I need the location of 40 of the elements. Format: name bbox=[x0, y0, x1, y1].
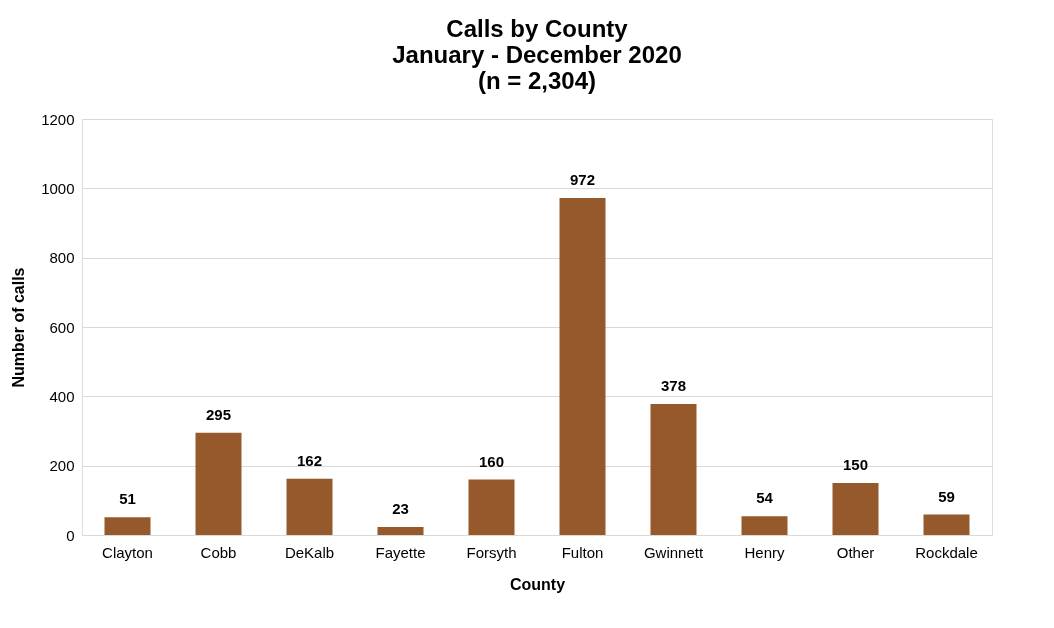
y-axis-title: Number of calls bbox=[10, 267, 28, 388]
x-tick-label: Fulton bbox=[561, 543, 604, 561]
y-tick-label: 0 bbox=[66, 526, 75, 544]
bar bbox=[377, 527, 424, 535]
data-label: 51 bbox=[119, 490, 136, 508]
y-tick-label: 400 bbox=[49, 387, 75, 405]
chart-title: Calls by County January - December 2020 (n = 2,304) bbox=[392, 15, 682, 94]
bar bbox=[286, 478, 333, 535]
data-label: 54 bbox=[756, 489, 774, 507]
y-tick-label: 1200 bbox=[41, 110, 75, 128]
x-axis-title: County bbox=[509, 575, 566, 593]
x-tick-label: Forsyth bbox=[466, 543, 517, 561]
bar bbox=[559, 198, 606, 535]
y-tick-label: 600 bbox=[49, 318, 75, 336]
x-tick-label: Clayton bbox=[102, 543, 153, 561]
data-label: 23 bbox=[392, 500, 409, 518]
data-label: 378 bbox=[660, 376, 687, 394]
x-tick-label: Other bbox=[836, 543, 875, 561]
bar bbox=[195, 432, 242, 535]
x-tick-label: Cobb bbox=[200, 543, 237, 561]
data-label: 59 bbox=[938, 487, 955, 505]
bar bbox=[104, 517, 151, 535]
data-label: 295 bbox=[205, 405, 232, 423]
data-label: 162 bbox=[296, 451, 323, 469]
y-tick-label: 1000 bbox=[41, 179, 75, 197]
bar bbox=[741, 516, 788, 535]
bar bbox=[650, 403, 697, 535]
bar bbox=[468, 479, 515, 535]
data-label: 150 bbox=[842, 456, 869, 473]
x-tick-label: Henry bbox=[744, 543, 785, 561]
x-tick-label: Gwinnett bbox=[643, 543, 704, 561]
bar bbox=[832, 483, 879, 535]
bar bbox=[923, 514, 970, 535]
data-label: 160 bbox=[478, 452, 505, 470]
x-tick-label: Rockdale bbox=[915, 543, 978, 561]
x-tick-label: Fayette bbox=[375, 543, 426, 561]
y-tick-label: 800 bbox=[49, 249, 75, 267]
data-label: 972 bbox=[569, 171, 596, 189]
y-tick-label: 200 bbox=[49, 457, 75, 475]
x-tick-label: DeKalb bbox=[284, 543, 335, 561]
